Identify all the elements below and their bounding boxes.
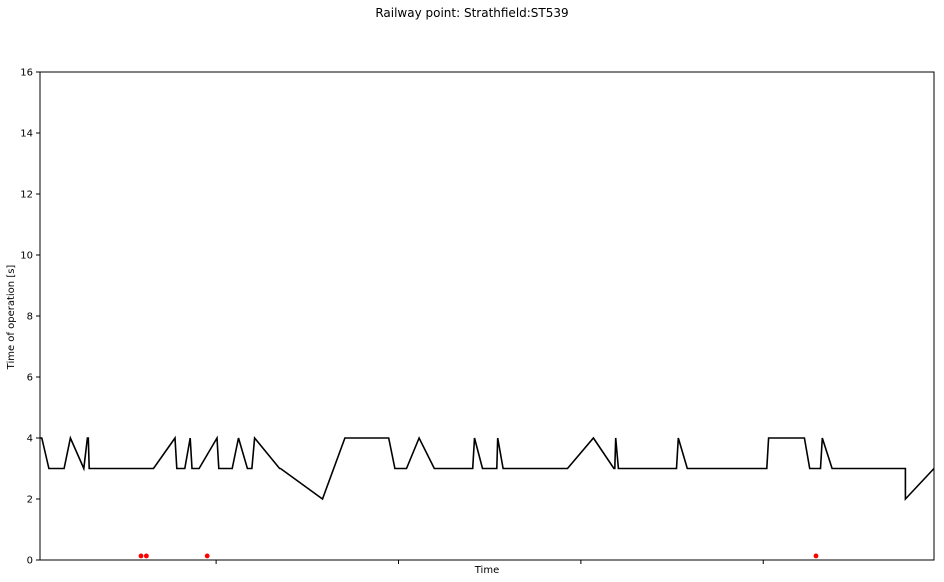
series-line: [40, 438, 934, 499]
y-axis-label: Time of operation [s]: [6, 265, 17, 371]
x-axis-label: Time: [474, 565, 499, 576]
y-tick-label: 2: [27, 495, 33, 506]
x-axis: [216, 560, 763, 564]
plot-area: [40, 72, 934, 560]
y-tick-label: 6: [27, 373, 33, 384]
y-tick-label: 8: [27, 312, 33, 323]
data-point: [814, 554, 819, 559]
plot-frame: [40, 72, 934, 560]
data-point: [205, 554, 210, 559]
chart-title: Railway point: Strathfield:ST539: [375, 6, 568, 20]
y-tick-label: 0: [27, 556, 33, 567]
y-tick-label: 12: [20, 190, 33, 201]
data-point: [139, 554, 144, 559]
y-tick-label: 4: [27, 434, 33, 445]
y-tick-label: 14: [20, 129, 33, 140]
y-tick-label: 10: [20, 251, 33, 262]
data-point: [144, 554, 149, 559]
y-axis: 0 2 4 6 8 10 12 14 16: [20, 68, 40, 567]
y-tick-label: 16: [20, 68, 33, 79]
